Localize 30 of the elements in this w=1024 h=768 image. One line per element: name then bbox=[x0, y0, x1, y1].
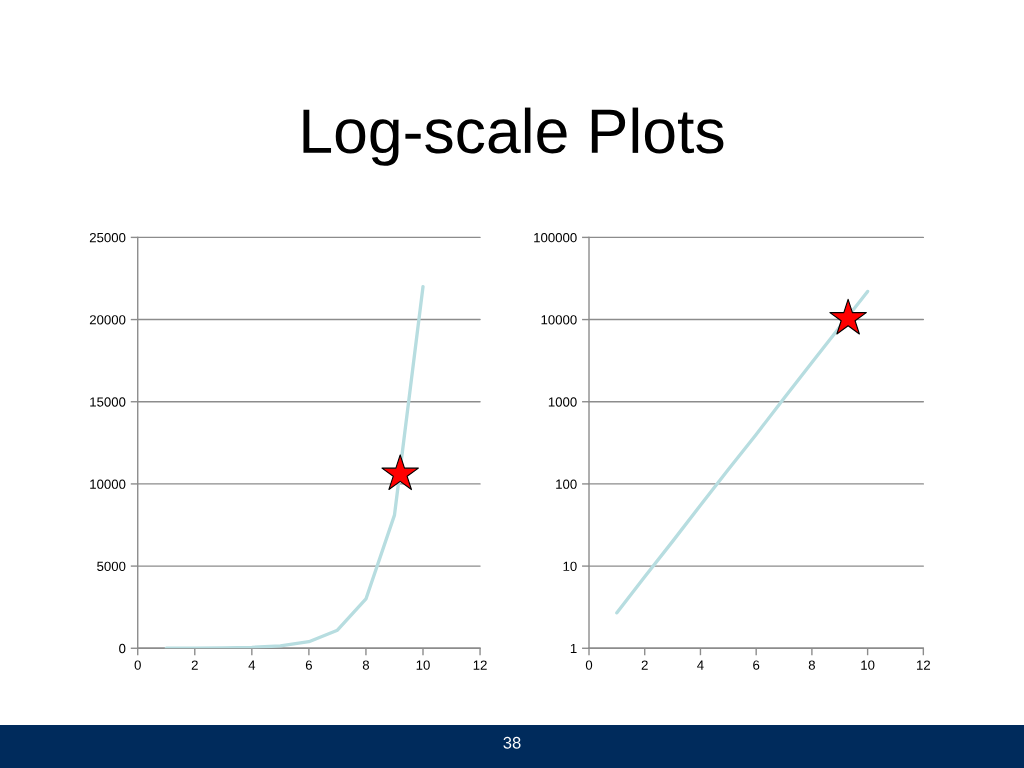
x-tick-label: 2 bbox=[191, 660, 198, 670]
x-tick-label: 6 bbox=[305, 660, 312, 670]
line-series bbox=[164, 285, 425, 649]
x-tick-label: 4 bbox=[697, 660, 704, 670]
x-tick-label: 4 bbox=[248, 660, 256, 670]
line-series bbox=[615, 289, 870, 615]
y-tick-label: 10 bbox=[563, 561, 577, 571]
x-tick-label: 8 bbox=[362, 660, 370, 670]
x-tick-label: 12 bbox=[473, 660, 487, 670]
y-tick-label: 10000 bbox=[90, 479, 126, 489]
x-tick-label: 0 bbox=[585, 660, 593, 670]
x-tick-label: 10 bbox=[861, 660, 875, 670]
x-tick-label: 0 bbox=[134, 660, 141, 670]
y-tick-label: 25000 bbox=[89, 232, 126, 243]
y-tick-label: 100 bbox=[556, 479, 577, 489]
y-tick-label: 1 bbox=[570, 643, 577, 654]
text: 38 bbox=[503, 736, 521, 749]
y-tick-label: 15000 bbox=[90, 397, 126, 407]
x-tick-label: 10 bbox=[416, 660, 430, 670]
x-tick-label: 6 bbox=[753, 660, 760, 670]
chart-title: Log-scale Plots bbox=[303, 107, 724, 166]
y-tick-label: 20000 bbox=[89, 315, 126, 325]
x-tick-label: 12 bbox=[917, 660, 931, 670]
x-tick-label: 2 bbox=[641, 660, 648, 670]
y-tick-label: 0 bbox=[119, 643, 126, 654]
y-tick-label: 100000 bbox=[534, 232, 577, 243]
x-tick-label: 8 bbox=[808, 660, 815, 670]
y-tick-label: 5000 bbox=[97, 561, 126, 571]
y-tick-label: 1000 bbox=[548, 397, 577, 407]
y-tick-label: 10000 bbox=[541, 315, 577, 325]
